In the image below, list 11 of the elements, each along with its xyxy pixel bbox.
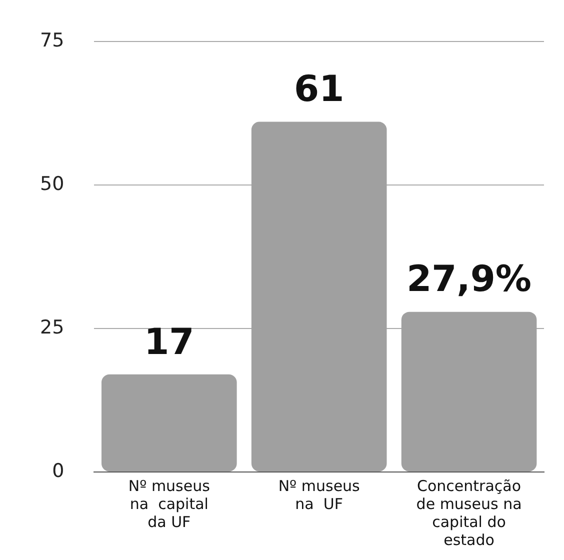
y-tick-label: 50	[40, 172, 64, 195]
bar	[101, 374, 237, 472]
x-tick-label: Nº museus na UF	[278, 476, 360, 513]
y-tick-label: 75	[40, 29, 64, 52]
y-tick-label: 25	[40, 316, 64, 338]
data-label: 61	[294, 69, 344, 110]
x-tick-label: Concentração de museus na capital do estado	[416, 476, 522, 549]
y-tick-label: 0	[52, 460, 64, 482]
data-label: 17	[144, 322, 194, 363]
data-label: 27,9%	[406, 259, 532, 300]
x-tick-label: Nº museus na capital da UF	[128, 476, 210, 531]
